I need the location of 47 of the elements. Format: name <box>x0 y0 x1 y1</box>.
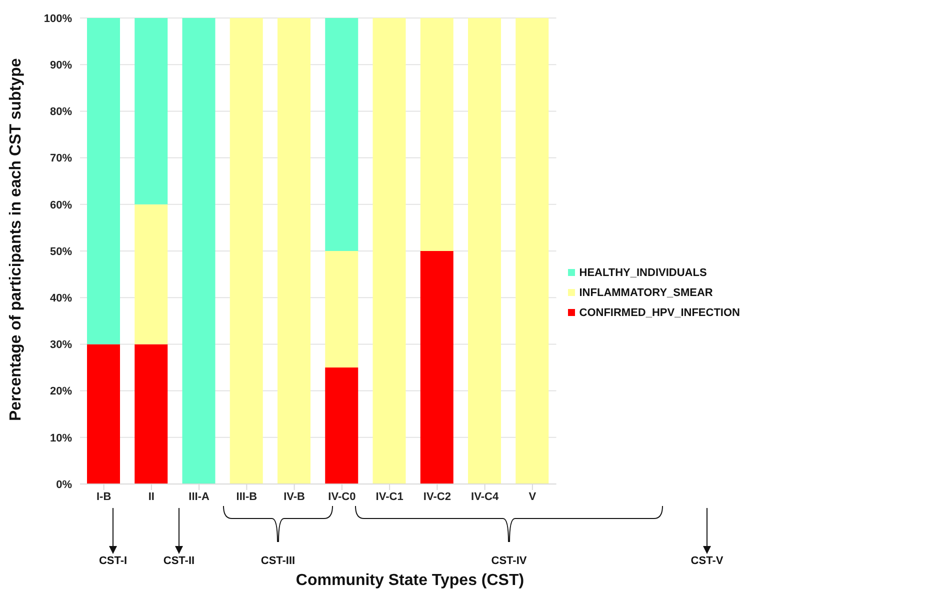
y-tick-label: 10% <box>50 432 72 444</box>
x-tick-label: IV-C4 <box>471 490 500 503</box>
x-tick-label: V <box>528 490 537 503</box>
x-tick-label: III-A <box>188 490 210 503</box>
y-tick-label: 50% <box>50 246 72 258</box>
bar <box>182 18 216 484</box>
bar <box>325 368 358 484</box>
y-axis-title: Percentage of participants in each CST subtype <box>8 58 25 421</box>
bar <box>372 18 406 484</box>
bar <box>230 18 263 484</box>
bar <box>278 18 310 484</box>
x-tick-label: IV-C1 <box>376 490 404 503</box>
bar <box>468 18 501 484</box>
y-tick-label: 60% <box>50 199 72 212</box>
y-tick-label: 70% <box>50 152 72 165</box>
y-tick-label: 80% <box>50 106 72 118</box>
text: CST-IV <box>491 555 528 567</box>
y-tick-label: 0% <box>56 478 72 491</box>
legend-label: HEALTHY_INDIVIDUALS <box>578 266 708 278</box>
bar <box>325 18 358 251</box>
bar <box>134 18 168 204</box>
bar <box>134 344 168 484</box>
y-tick-label: 30% <box>50 339 72 352</box>
y-tick-label: 40% <box>50 292 72 305</box>
bar <box>325 251 358 368</box>
text: CST-III <box>260 555 296 567</box>
y-tick-label: 20% <box>50 386 72 398</box>
text: CST-I <box>98 555 128 567</box>
x-tick-label: II <box>148 490 154 503</box>
x-tick-label: IV-C0 <box>328 490 356 503</box>
x-tick-label: III-B <box>236 490 258 503</box>
legend-label: INFLAMMATORY_SMEAR <box>578 286 714 298</box>
x-axis-title: Community State Types (CST) <box>296 572 524 589</box>
bar <box>87 344 120 484</box>
bar <box>420 18 454 251</box>
legend-label: CONFIRMED_HPV_INFECTION <box>578 306 740 318</box>
bar <box>87 18 120 344</box>
x-tick-label: I-B <box>96 490 112 503</box>
text: CST-II <box>163 555 195 567</box>
y-tick-label: 100% <box>44 12 72 25</box>
bar <box>516 18 549 484</box>
y-tick-label: 90% <box>50 60 72 72</box>
bar <box>134 204 168 344</box>
x-tick-label: IV-B <box>284 490 306 503</box>
text: CST-V <box>690 555 724 567</box>
bar <box>420 251 454 484</box>
x-tick-label: IV-C2 <box>423 490 451 503</box>
